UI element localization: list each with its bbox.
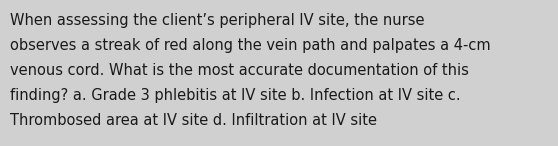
- Text: Thrombosed area at IV site d. Infiltration at IV site: Thrombosed area at IV site d. Infiltrati…: [10, 113, 377, 128]
- Text: finding? a. Grade 3 phlebitis at IV site b. Infection at IV site c.: finding? a. Grade 3 phlebitis at IV site…: [10, 88, 460, 103]
- Text: venous cord. What is the most accurate documentation of this: venous cord. What is the most accurate d…: [10, 63, 469, 78]
- Text: When assessing the client’s peripheral IV site, the nurse: When assessing the client’s peripheral I…: [10, 13, 425, 28]
- Text: observes a streak of red along the vein path and palpates a 4-cm: observes a streak of red along the vein …: [10, 38, 490, 53]
